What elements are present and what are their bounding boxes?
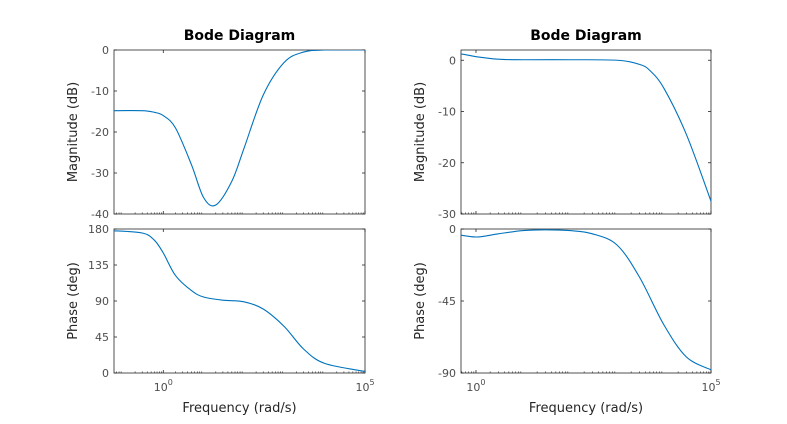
- x-tick-label: 105: [355, 378, 374, 394]
- x-tick-base: 10: [701, 381, 715, 394]
- x-tick-label: 105: [701, 378, 720, 394]
- plot-area: [460, 228, 712, 374]
- x-tick-label: 100: [466, 378, 485, 394]
- y-tick-label: 135: [88, 259, 109, 272]
- y-tick-label: 0: [449, 223, 456, 236]
- magnitude-panel: 0 -10 -20 -30 Magnitude (dB): [413, 49, 712, 221]
- phase-panel: 0 -45 -90 Phase (deg): [413, 223, 712, 380]
- y-tick-label: -20: [91, 126, 109, 139]
- y-tick-label: -10: [438, 106, 456, 119]
- y-axis-label: Magnitude (dB): [413, 82, 428, 182]
- x-tick-exponent: 0: [168, 378, 173, 387]
- x-tick-base: 10: [466, 381, 480, 394]
- x-tick-exponent: 5: [715, 378, 720, 387]
- series-line: [461, 53, 711, 202]
- x-tick-base: 10: [154, 381, 168, 394]
- y-tick-label: -40: [91, 208, 109, 221]
- y-axis-label: Magnitude (dB): [66, 82, 81, 182]
- y-tick-label: -20: [438, 157, 456, 170]
- x-tick-exponent: 0: [480, 378, 485, 387]
- series-line: [114, 50, 365, 207]
- y-tick-label: -30: [438, 208, 456, 221]
- plot-area: [113, 228, 366, 374]
- y-axis-label: Phase (deg): [413, 262, 428, 340]
- y-tick-label: 0: [449, 54, 456, 67]
- chart-title: Bode Diagram: [184, 28, 296, 44]
- bode-chart-1: Bode Diagram 0 -10 -20 -30 -40 Magnitude (dB) 1…: [66, 28, 375, 416]
- plot-area: [113, 49, 366, 215]
- y-tick-label: 180: [88, 223, 109, 236]
- y-tick-label: 0: [102, 367, 109, 380]
- y-tick-label: -30: [91, 167, 109, 180]
- y-tick-label: -10: [91, 85, 109, 98]
- y-tick-label: 0: [102, 44, 109, 57]
- x-tick-base: 10: [355, 381, 369, 394]
- y-tick-label: -90: [438, 367, 456, 380]
- bode-chart-2: Bode Diagram 0 -10 -20 -30 Magnitude (dB) 0 -45…: [413, 28, 721, 416]
- x-axis-label: Frequency (rad/s): [529, 401, 643, 416]
- series-line: [114, 230, 365, 372]
- x-tick-label: 100: [154, 378, 173, 394]
- chart-title: Bode Diagram: [530, 28, 642, 44]
- phase-panel: 180 135 90 45 0 Phase (deg): [66, 223, 366, 380]
- y-tick-label: 45: [95, 331, 109, 344]
- series-line: [461, 229, 711, 371]
- plot-area: [460, 49, 712, 215]
- y-axis-label: Phase (deg): [66, 262, 81, 340]
- x-axis-label: Frequency (rad/s): [182, 401, 296, 416]
- x-tick-exponent: 5: [369, 378, 374, 387]
- y-tick-label: -45: [438, 295, 456, 308]
- y-tick-label: 90: [95, 295, 109, 308]
- magnitude-panel: 0 -10 -20 -30 -40 Magnitude (dB): [66, 44, 366, 221]
